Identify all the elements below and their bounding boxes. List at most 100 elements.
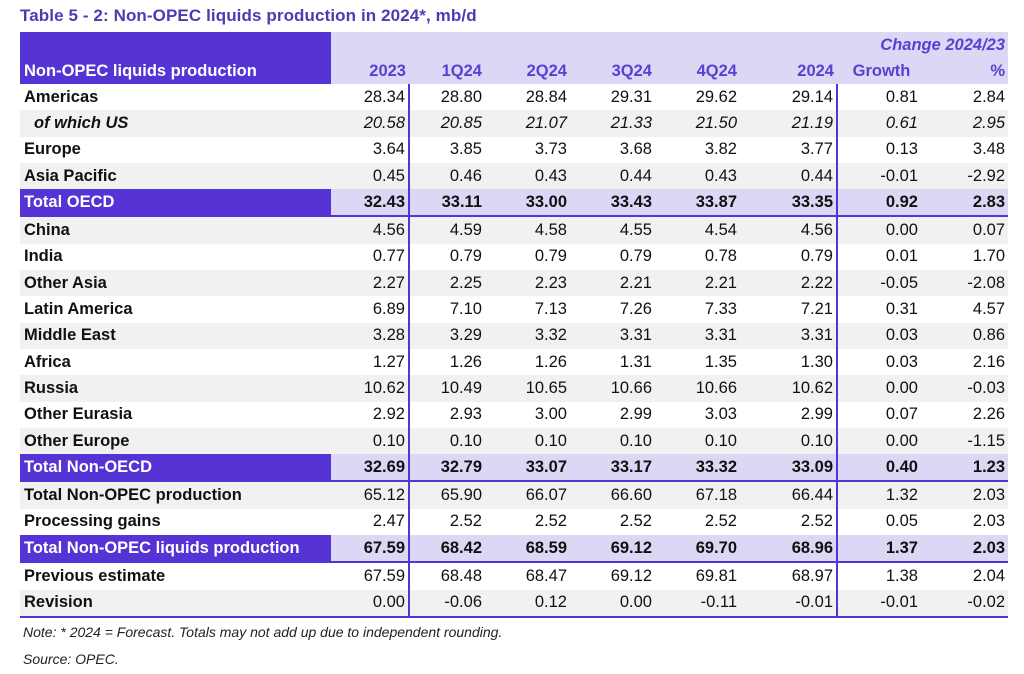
cell-percent: 1.70 [922,243,1009,271]
table-row: Americas 28.34 28.80 28.84 29.31 29.62 29.14 0.… [20,84,1009,111]
header-row-group: Change 2024/23 [20,32,1009,58]
cell-growth: 0.40 [837,454,922,483]
header-2023: 2023 [331,58,409,84]
cell-2q24: 28.84 [487,84,572,111]
cell-2024: 3.77 [742,136,838,163]
cell-3q24: 1.31 [572,348,657,376]
cell-percent: 2.83 [922,189,1009,218]
cell-growth: 0.00 [837,216,922,244]
cell-growth: 0.00 [837,375,922,402]
cell-3q24: 66.60 [572,481,657,509]
row-label: of which US [20,110,331,137]
cell-1q24: -0.06 [409,589,487,618]
cell-percent: -2.92 [922,162,1009,190]
table-row: Total Non-OPEC production 65.12 65.90 66.07… [20,481,1009,509]
row-label: Processing gains [20,508,331,536]
cell-1q24: 1.26 [409,348,487,376]
cell-2q24: 0.10 [487,427,572,455]
cell-2023: 28.34 [331,84,410,111]
cell-2024: 66.44 [742,481,838,509]
cell-growth: 0.03 [837,348,922,376]
cell-percent: 4.57 [922,296,1009,323]
cell-2q24: 68.47 [487,562,572,590]
cell-3q24: 3.31 [572,322,657,349]
table-title: Table 5 - 2: Non-OPEC liquids production… [20,6,477,25]
cell-2023: 3.64 [331,136,410,163]
cell-2q24: 1.26 [487,348,572,376]
cell-growth: 0.07 [837,401,922,428]
cell-growth: -0.01 [837,162,922,190]
cell-2024: 10.62 [742,375,838,402]
cell-2023: 2.47 [331,508,410,536]
cell-2024: 1.30 [742,348,838,376]
cell-2023: 2.92 [331,401,410,428]
table-row: China 4.56 4.59 4.58 4.55 4.54 4.56 0.00 0.07 [20,216,1009,244]
cell-growth: -0.01 [837,589,922,618]
cell-4q24: 33.87 [657,189,742,218]
cell-percent: -2.08 [922,270,1009,297]
cell-2q24: 2.52 [487,508,572,536]
cell-2024: 68.96 [742,535,838,564]
cell-1q24: 7.10 [409,296,487,323]
row-label: Americas [20,84,331,111]
row-label: Revision [20,589,331,618]
cell-1q24: 2.93 [409,401,487,428]
cell-percent: 2.84 [922,84,1009,111]
row-label: Total OECD [20,189,331,218]
cell-1q24: 3.29 [409,322,487,349]
row-label: Previous estimate [20,562,331,590]
header-spacer [331,32,837,58]
row-label: Total Non-OPEC liquids production [20,535,331,564]
cell-4q24: 1.35 [657,348,742,376]
row-label: China [20,216,331,244]
header-label: Non-OPEC liquids production [20,58,331,84]
cell-2023: 32.69 [331,454,410,483]
cell-growth: 0.92 [837,189,922,218]
cell-percent: 2.03 [922,481,1009,509]
cell-2024: 0.10 [742,427,838,455]
cell-1q24: 68.42 [409,535,487,564]
cell-2q24: 4.58 [487,216,572,244]
cell-3q24: 0.44 [572,162,657,190]
cell-2023: 4.56 [331,216,410,244]
row-label: Total Non-OECD [20,454,331,483]
cell-4q24: 69.81 [657,562,742,590]
cell-4q24: 3.03 [657,401,742,428]
cell-2023: 32.43 [331,189,410,218]
table-row: of which US 20.58 20.85 21.07 21.33 21.50 21.1… [20,110,1009,137]
cell-growth: 0.00 [837,427,922,455]
cell-3q24: 0.10 [572,427,657,455]
cell-4q24: 4.54 [657,216,742,244]
cell-2024: 21.19 [742,110,838,137]
production-table: Change 2024/23 Non-OPEC liquids producti… [20,32,1009,618]
cell-2q24: 68.59 [487,535,572,564]
row-label: Other Asia [20,270,331,297]
cell-4q24: 0.78 [657,243,742,271]
cell-3q24: 7.26 [572,296,657,323]
cell-2023: 20.58 [331,110,410,137]
row-label: Russia [20,375,331,402]
cell-3q24: 69.12 [572,562,657,590]
cell-3q24: 2.52 [572,508,657,536]
table-row: Europe 3.64 3.85 3.73 3.68 3.82 3.77 0.13 3.48 [20,136,1009,163]
cell-1q24: 0.46 [409,162,487,190]
table-row: Total Non-OECD 32.69 32.79 33.07 33.17 33.32 3… [20,454,1009,483]
cell-2q24: 21.07 [487,110,572,137]
cell-4q24: 0.10 [657,427,742,455]
cell-2q24: 0.43 [487,162,572,190]
cell-growth: 0.05 [837,508,922,536]
table-source: Source: OPEC. [23,651,119,667]
cell-percent: 0.07 [922,216,1009,244]
table-row: India 0.77 0.79 0.79 0.79 0.78 0.79 0.01 1.70 [20,243,1009,271]
cell-2023: 2.27 [331,270,410,297]
cell-4q24: 3.82 [657,136,742,163]
cell-4q24: 29.62 [657,84,742,111]
cell-4q24: 69.70 [657,535,742,564]
cell-growth: 0.31 [837,296,922,323]
cell-percent: 2.03 [922,508,1009,536]
cell-2023: 10.62 [331,375,410,402]
cell-1q24: 4.59 [409,216,487,244]
cell-percent: -0.03 [922,375,1009,402]
cell-2q24: 66.07 [487,481,572,509]
cell-1q24: 10.49 [409,375,487,402]
